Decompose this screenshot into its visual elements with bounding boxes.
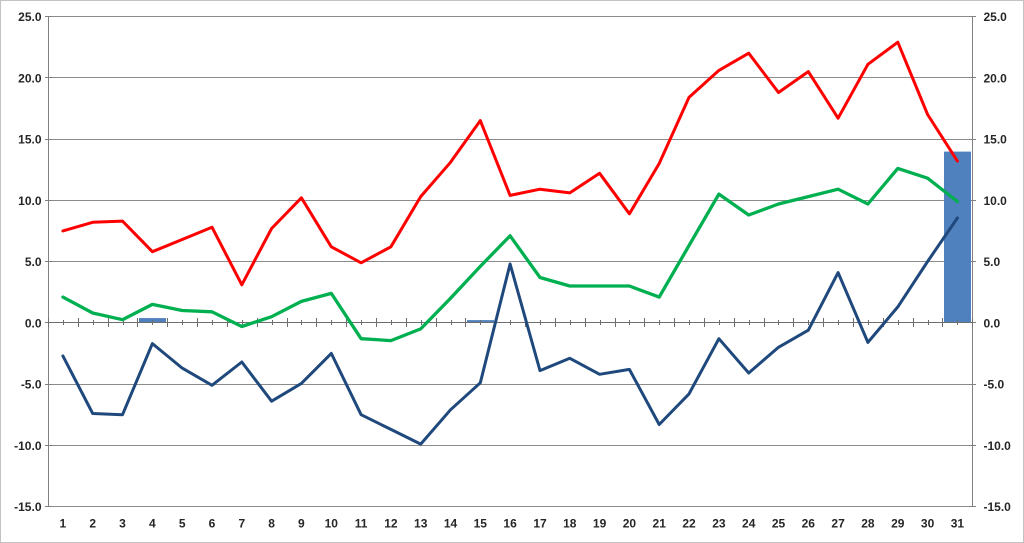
svg-text:-5.0: -5.0 xyxy=(984,378,1005,392)
svg-text:23: 23 xyxy=(712,517,726,531)
svg-text:15.0: 15.0 xyxy=(984,133,1008,147)
svg-text:20.0: 20.0 xyxy=(984,71,1008,85)
svg-text:10.0: 10.0 xyxy=(18,194,42,208)
svg-text:13: 13 xyxy=(414,517,428,531)
svg-text:17: 17 xyxy=(533,517,547,531)
svg-text:25: 25 xyxy=(772,517,786,531)
svg-text:24: 24 xyxy=(742,517,756,531)
svg-text:18: 18 xyxy=(563,517,577,531)
svg-text:15.0: 15.0 xyxy=(18,133,42,147)
svg-text:2: 2 xyxy=(89,517,96,531)
svg-text:0.0: 0.0 xyxy=(25,316,42,330)
svg-text:0.0: 0.0 xyxy=(984,316,1001,330)
svg-text:10: 10 xyxy=(325,517,339,531)
svg-text:5.0: 5.0 xyxy=(25,255,42,269)
svg-text:29: 29 xyxy=(891,517,905,531)
svg-text:31: 31 xyxy=(951,517,965,531)
svg-text:-10.0: -10.0 xyxy=(14,439,42,453)
svg-text:5.0: 5.0 xyxy=(984,255,1001,269)
svg-text:8: 8 xyxy=(268,517,275,531)
svg-text:25.0: 25.0 xyxy=(984,10,1008,24)
svg-text:9: 9 xyxy=(298,517,305,531)
svg-text:28: 28 xyxy=(861,517,875,531)
svg-text:3: 3 xyxy=(119,517,126,531)
svg-text:6: 6 xyxy=(209,517,216,531)
svg-text:14: 14 xyxy=(444,517,458,531)
svg-text:26: 26 xyxy=(802,517,816,531)
svg-text:16: 16 xyxy=(503,517,517,531)
svg-text:-5.0: -5.0 xyxy=(21,378,42,392)
svg-text:4: 4 xyxy=(149,517,156,531)
svg-text:21: 21 xyxy=(653,517,667,531)
svg-text:5: 5 xyxy=(179,517,186,531)
svg-text:-10.0: -10.0 xyxy=(984,439,1012,453)
svg-text:30: 30 xyxy=(921,517,935,531)
svg-text:-15.0: -15.0 xyxy=(14,500,42,514)
svg-text:11: 11 xyxy=(355,517,368,531)
svg-text:22: 22 xyxy=(682,517,696,531)
svg-text:20: 20 xyxy=(623,517,637,531)
svg-text:19: 19 xyxy=(593,517,607,531)
svg-text:20.0: 20.0 xyxy=(18,71,42,85)
svg-text:-15.0: -15.0 xyxy=(984,500,1012,514)
svg-text:10.0: 10.0 xyxy=(984,194,1008,208)
svg-text:1: 1 xyxy=(60,517,67,531)
svg-text:27: 27 xyxy=(831,517,845,531)
svg-text:12: 12 xyxy=(384,517,398,531)
svg-text:15: 15 xyxy=(474,517,488,531)
svg-text:25.0: 25.0 xyxy=(18,10,42,24)
svg-text:7: 7 xyxy=(238,517,245,531)
